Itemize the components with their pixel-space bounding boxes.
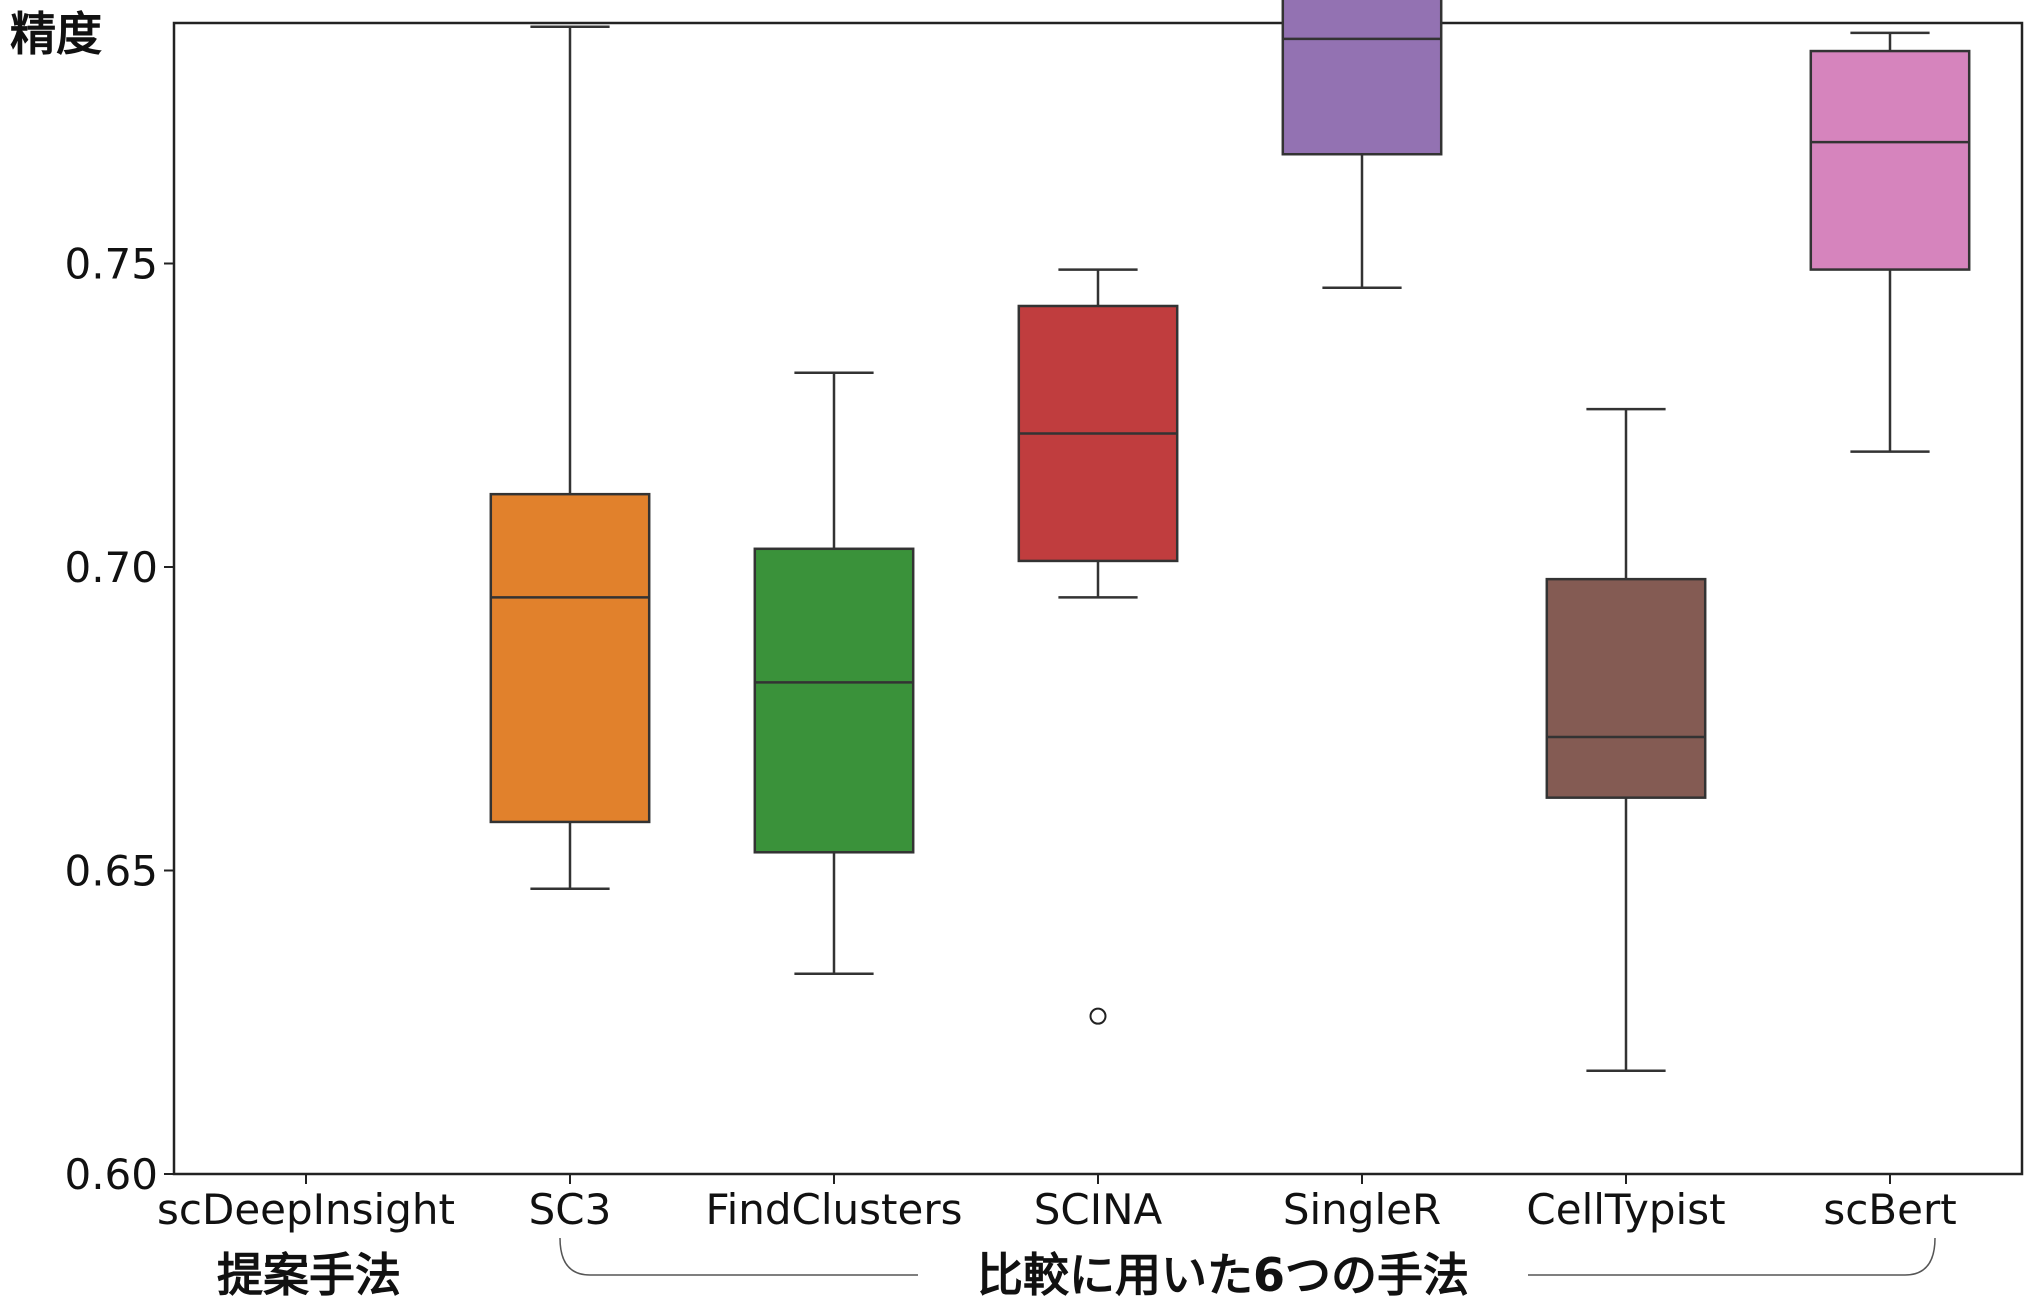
y-tick-label: 0.65 bbox=[64, 847, 158, 896]
y-tick-label: 0.75 bbox=[64, 240, 158, 289]
iqr-box bbox=[489, 492, 651, 824]
proposed-method-label: 提案手法 bbox=[217, 1248, 401, 1302]
x-tick-label: CellTypist bbox=[1526, 1185, 1725, 1234]
x-tick-label: scBert bbox=[1823, 1185, 1956, 1234]
x-tick-label: SC3 bbox=[529, 1185, 612, 1234]
x-tick-label: SingleR bbox=[1283, 1185, 1441, 1234]
box-celltypist bbox=[1545, 407, 1707, 1073]
y-axis: 0.600.650.700.750.800.850.900.95 bbox=[64, 240, 174, 1199]
box-scina bbox=[1017, 268, 1179, 1025]
y-tick-label: 0.70 bbox=[64, 543, 158, 592]
box-singler bbox=[1281, 0, 1443, 290]
iqr-box bbox=[753, 547, 915, 854]
iqr-box bbox=[1545, 577, 1707, 799]
x-axis: scDeepInsight SC3 FindClusters SCINA SingleR… bbox=[157, 1174, 1957, 1234]
y-tick-label: 0.60 bbox=[64, 1150, 158, 1199]
comparison-brace bbox=[559, 1237, 1936, 1276]
comparison-methods-label: 比較に用いた6つの手法 bbox=[977, 1248, 1469, 1302]
boxes-layer bbox=[489, 0, 1971, 1073]
x-tick-label: SCINA bbox=[1034, 1185, 1163, 1234]
box-sc3 bbox=[489, 25, 651, 890]
iqr-box bbox=[1281, 0, 1443, 156]
iqr-box bbox=[1809, 49, 1971, 271]
outlier-point bbox=[1089, 1007, 1107, 1025]
x-tick-label: scDeepInsight bbox=[157, 1185, 455, 1234]
box-scbert bbox=[1809, 31, 1971, 453]
x-tick-label: FindClusters bbox=[705, 1185, 962, 1234]
y-axis-title: 精度 bbox=[10, 7, 102, 61]
box-findclusters bbox=[753, 371, 915, 975]
